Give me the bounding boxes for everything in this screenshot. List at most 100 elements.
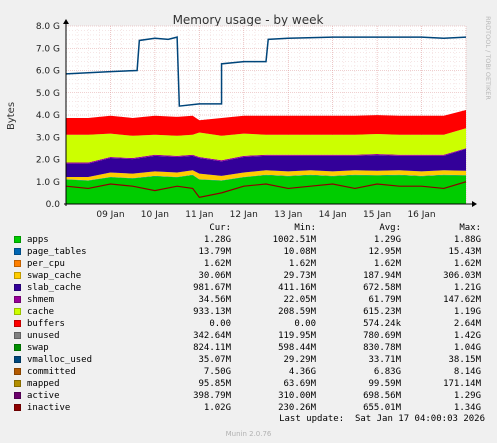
legend-cur: 1.02G: [203, 403, 231, 413]
legend-max: 1.88G: [453, 235, 481, 245]
x-tick-label: 11 Jan: [185, 210, 213, 220]
legend-name: unused: [27, 331, 60, 341]
legend-min: 0.00: [294, 319, 316, 329]
x-tick-label: 10 Jan: [141, 210, 169, 220]
legend-avg: 1.62M: [373, 259, 401, 269]
area-slab-cache: [66, 148, 466, 177]
legend-min: 208.59M: [278, 307, 316, 317]
legend-cur: 1.62M: [203, 259, 231, 269]
x-axis-arrow: [472, 201, 477, 207]
legend-max: 147.62M: [443, 295, 481, 305]
legend-name: slab_cache: [27, 283, 82, 293]
x-tick-label: 16 Jan: [407, 210, 435, 220]
legend-rows: apps 1.28G 1002.51M 1.29G 1.88G page_tables 13…: [12, 234, 488, 414]
legend-avg: 698.56M: [363, 391, 401, 401]
x-tick-label: 15 Jan: [363, 210, 391, 220]
legend-row-active: active 398.79M 310.00M 698.56M 1.29G: [12, 390, 488, 402]
legend-min: 411.16M: [278, 283, 316, 293]
legend-row-buffers: buffers 0.00 0.00 574.24k 2.64M: [12, 318, 488, 330]
legend-name: active: [27, 391, 60, 401]
x-tick-label: 14 Jan: [319, 210, 347, 220]
legend-avg: 187.94M: [363, 271, 401, 281]
legend-row-page-tables: page_tables 13.79M 10.08M 12.95M 15.43M: [12, 246, 488, 258]
series-lines: [65, 36, 467, 198]
legend-cur: 1.28G: [203, 235, 231, 245]
legend-avg: 61.79M: [368, 295, 401, 305]
legend-row-apps: apps 1.28G 1002.51M 1.29G 1.88G: [12, 234, 488, 246]
legend-max: 306.03M: [443, 271, 481, 281]
y-tick-label: 5.0 G: [36, 89, 60, 99]
legend-swatch: [14, 308, 21, 315]
line-inactive: [65, 181, 467, 198]
legend-swatch: [14, 272, 21, 279]
rrdtool-watermark: RRDTOOL / TOBI OETIKER: [484, 16, 492, 100]
legend-swatch: [14, 296, 21, 303]
legend-max: 1.19G: [453, 307, 481, 317]
legend-cur: 95.85M: [198, 379, 231, 389]
legend-cur: 0.00: [209, 319, 231, 329]
legend-cur: 824.11M: [193, 343, 231, 353]
y-tick-label: 8.0 G: [36, 22, 60, 32]
legend-header-max: Max:: [459, 223, 481, 233]
legend-name: per_cpu: [27, 259, 65, 269]
legend-name: shmem: [27, 295, 55, 305]
legend-name: swap_cache: [27, 271, 82, 281]
legend-max: 15.43M: [448, 247, 481, 257]
legend-min: 29.29M: [283, 355, 316, 365]
legend-avg: 655.01M: [363, 403, 401, 413]
legend-swatch: [14, 284, 21, 291]
legend-avg: 672.58M: [363, 283, 401, 293]
legend-header-cur: Cur:: [209, 223, 231, 233]
legend-header-name: [27, 222, 146, 234]
memory-usage-chart: Memory usage - by week Bytes RRDTOOL / T…: [6, 13, 492, 220]
x-tick-label: 09 Jan: [96, 210, 124, 220]
legend-row-cache: cache 933.13M 208.59M 615.23M 1.19G: [12, 306, 488, 318]
stacked-areas: [66, 109, 466, 204]
legend-min: 598.44M: [278, 343, 316, 353]
legend-swatch: [14, 236, 21, 243]
y-tick-label: 3.0 G: [36, 133, 60, 143]
y-tick-label: 4.0 G: [36, 111, 60, 121]
legend-header-avg: Avg:: [379, 223, 401, 233]
legend-swatch: [14, 320, 21, 327]
legend-avg: 99.59M: [368, 379, 401, 389]
legend-name: swap: [27, 343, 49, 353]
legend-avg: 780.69M: [363, 331, 401, 341]
legend-swatch: [14, 356, 21, 363]
legend-name: vmalloc_used: [27, 355, 93, 365]
x-tick-label: 12 Jan: [230, 210, 258, 220]
legend-swatch: [14, 392, 21, 399]
legend-max: 1.21G: [453, 283, 481, 293]
area-unused: [66, 109, 466, 136]
legend-swatch: [14, 248, 21, 255]
y-tick-label: 6.0 G: [36, 67, 60, 77]
legend-min: 119.95M: [278, 331, 316, 341]
legend-cur: 7.50G: [203, 367, 231, 377]
legend-cur: 13.79M: [198, 247, 231, 257]
legend-row-unused: unused 342.64M 119.95M 780.69M 1.42G: [12, 330, 488, 342]
y-tick-labels: 0.0 1.0 G 2.0 G 3.0 G 4.0 G 5.0 G 6.0 G 7.0 G 8.…: [36, 22, 60, 210]
legend-row-swap-cache: swap_cache 30.06M 29.73M 187.94M 306.03M: [12, 270, 488, 282]
legend-swatch: [14, 344, 21, 351]
legend-swatch: [14, 368, 21, 375]
legend-row-swap: swap 824.11M 598.44M 830.78M 1.04G: [12, 342, 488, 354]
legend-min: 22.05M: [283, 295, 316, 305]
legend-max: 1.29G: [453, 391, 481, 401]
legend-cur: 34.56M: [198, 295, 231, 305]
legend-avg: 33.71M: [368, 355, 401, 365]
legend-avg: 1.29G: [373, 235, 401, 245]
legend-min: 10.08M: [283, 247, 316, 257]
legend-max: 2.64M: [453, 319, 481, 329]
legend-swatch: [14, 260, 21, 267]
legend-cur: 30.06M: [198, 271, 231, 281]
legend-avg: 12.95M: [368, 247, 401, 257]
legend-max: 8.14G: [453, 367, 481, 377]
legend-max: 171.14M: [443, 379, 481, 389]
legend-row-shmem: shmem 34.56M 22.05M 61.79M 147.62M: [12, 294, 488, 306]
legend-name: cache: [27, 307, 55, 317]
area-cache: [66, 128, 466, 163]
legend-avg: 574.24k: [363, 319, 401, 329]
legend-row-slab-cache: slab_cache 981.67M 411.16M 672.58M 1.21G: [12, 282, 488, 294]
legend-cur: 981.67M: [193, 283, 231, 293]
legend-row-vmalloc-used: vmalloc_used 35.07M 29.29M 33.71M 38.15M: [12, 354, 488, 366]
